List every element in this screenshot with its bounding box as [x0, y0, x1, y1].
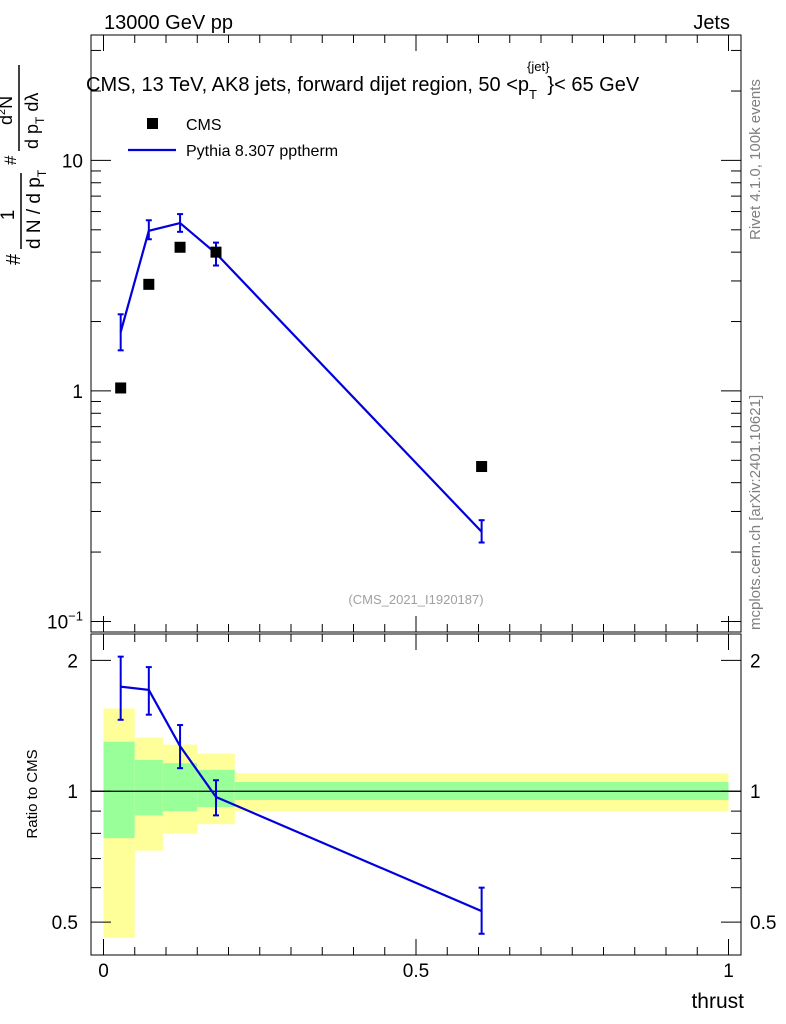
plot-title-main: CMS, 13 TeV, AK8 jets, forward dijet reg…	[86, 74, 529, 96]
mc-series-line	[119, 221, 483, 533]
ratio-ylabel: Ratio to CMS	[24, 749, 41, 838]
upper-plot-frame	[90, 34, 742, 633]
ylabel-num-2: d2N	[0, 96, 16, 125]
rivet-version-label: Rivet 4.1.0, 100k events	[747, 79, 764, 240]
ylabel-den-1-sub: T	[35, 169, 49, 177]
lower-plot-frame	[90, 633, 742, 956]
plot-title-tail: }< 65 GeV	[547, 74, 639, 96]
ylabel-den-2: d pT dλ	[22, 93, 47, 149]
ratio-ytick-label-left: 1	[67, 782, 78, 803]
data-point	[115, 382, 127, 394]
ylabel-den-2-tail: dλ	[22, 93, 42, 117]
ratio-ytick-label-left: 2	[67, 651, 78, 672]
ratio-ytick-label-right: 2	[750, 651, 761, 672]
legend-data-label: CMS	[186, 117, 222, 134]
ylabel-hash-2: #	[1, 155, 20, 165]
upper-ytick-label: 1	[72, 382, 83, 403]
upper-ytick-label: 10−1	[47, 608, 83, 633]
mcplots-reference-label: mcplots.cern.ch [arXiv:2401.10621]	[747, 395, 764, 630]
xtick-label: 1	[723, 961, 734, 982]
upper-ytick-label: 10	[62, 151, 83, 172]
ratio-band-inner	[162, 763, 198, 812]
ratio-band-inner	[103, 741, 135, 839]
ratio-ytick-label-left: 0.5	[52, 913, 78, 934]
header-left: 13000 GeV pp	[104, 12, 233, 34]
ylabel-den-1-text: d N / d p	[24, 177, 45, 249]
xtick-label: 0	[98, 961, 109, 982]
xtick-label: 0.5	[403, 961, 429, 982]
legend-mc-label: Pythia 8.307 pptherm	[186, 143, 338, 160]
analysis-watermark: (CMS_2021_I1920187)	[348, 592, 483, 607]
xaxis-label: thrust	[691, 990, 744, 1013]
ratio-band-inner	[134, 759, 163, 816]
ylabel-num-2-sup: 2	[0, 109, 8, 115]
plot-title-sup: {jet}	[527, 59, 550, 74]
plot-title: CMS, 13 TeV, AK8 jets, forward dijet reg…	[86, 59, 640, 102]
header-right: Jets	[693, 12, 730, 34]
ylabel-den-2-sub: T	[33, 116, 47, 124]
ylabel-num-2-d: d	[0, 115, 16, 125]
ylabel-den-1: d N / d pT	[24, 169, 49, 249]
ylabel-hash-1: #	[3, 253, 25, 265]
legend-data-marker	[147, 118, 158, 129]
upper-ylabel: # 1 d N / d pT # d2N d pT dλ	[0, 65, 49, 265]
data-point	[174, 241, 186, 253]
plot-title-sub: T	[529, 87, 537, 102]
ylabel-one: 1	[0, 210, 19, 221]
ratio-ytick-label-right: 1	[750, 782, 761, 803]
ylabel-num-2-tail: N	[0, 96, 16, 109]
ylabel-den-2-text: d p	[22, 124, 42, 149]
data-point	[210, 246, 222, 258]
data-point	[143, 278, 155, 290]
ratio-ytick-label-right: 0.5	[750, 913, 776, 934]
data-point	[476, 461, 488, 473]
